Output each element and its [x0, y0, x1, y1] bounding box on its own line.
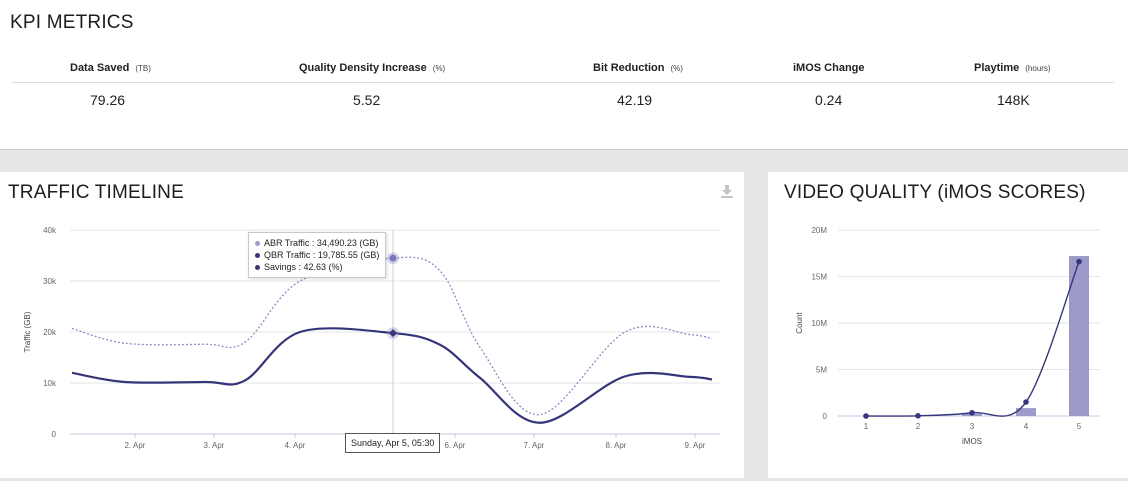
x-tick-label: 2. Apr: [125, 441, 146, 450]
kpi-value-playtime: 148K: [997, 92, 1030, 108]
x-tick-label: 3. Apr: [204, 441, 225, 450]
kpi-value-bit-reduction: 42.19: [617, 92, 653, 108]
imos-point: [1076, 258, 1082, 265]
download-icon[interactable]: [720, 184, 734, 198]
abr-traffic-line: [71, 256, 713, 416]
kpi-metrics-panel: KPI METRICS Data Saved (TB) 79.26 Quality…: [0, 0, 1128, 150]
imos-bar: [1016, 408, 1036, 416]
x-tick-label: 4. Apr: [285, 441, 306, 450]
y-axis-label: Count: [795, 312, 804, 334]
traffic-tooltip: ABR Traffic : 34,490.23 (GB) QBR Traffic…: [248, 232, 387, 278]
imos-point: [863, 413, 869, 419]
x-axis-label: iMOS: [962, 437, 982, 446]
x-tick-label: 9. Apr: [685, 441, 706, 450]
kpi-value-imos-change: 0.24: [815, 92, 843, 108]
tooltip-qbr: QBR Traffic : 19,785.55 (GB): [255, 249, 379, 261]
imos-point: [1023, 399, 1029, 405]
kpi-title: KPI METRICS: [10, 12, 134, 33]
video-quality-title: VIDEO QUALITY (iMOS SCORES): [784, 182, 1086, 203]
traffic-title: TRAFFIC TIMELINE: [8, 182, 184, 203]
kpi-label-data-saved: Data Saved (TB): [70, 62, 151, 74]
y-tick-label: 40k: [43, 226, 57, 235]
y-tick-label: 10k: [43, 379, 57, 388]
kpi-value-data-saved: 79.26: [90, 92, 126, 108]
x-tick-label: 8. Apr: [606, 441, 627, 450]
kpi-label-quality-density: Quality Density Increase (%): [299, 62, 446, 74]
x-tick-label: 4: [1024, 422, 1029, 431]
abr-hover-point: [389, 254, 397, 262]
kpi-value-quality-density: 5.52: [353, 92, 381, 108]
traffic-timeline-panel: TRAFFIC TIMELINE 0 10k 20k 30k 40k Traffic (G…: [0, 172, 744, 478]
imos-point: [969, 409, 975, 416]
kpi-label-playtime: Playtime (hours): [974, 62, 1051, 74]
y-tick-label: 5M: [816, 366, 827, 375]
kpi-divider: [12, 82, 1114, 83]
x-tick-label: 2: [916, 422, 921, 431]
y-tick-label: 10M: [811, 319, 827, 328]
x-tick-label: 6. Apr: [445, 441, 466, 450]
x-tick-label: 5: [1077, 422, 1082, 431]
y-tick-label: 15M: [811, 273, 827, 282]
imos-bar: [1069, 256, 1089, 416]
y-tick-label: 0: [823, 412, 828, 421]
x-axis-tooltip: Sunday, Apr 5, 05:30: [345, 433, 441, 453]
y-axis-label: Traffic (GB): [23, 311, 32, 352]
tooltip-savings: Savings : 42.63 (%): [255, 261, 379, 273]
tooltip-abr: ABR Traffic : 34,490.23 (GB): [255, 237, 379, 249]
qbr-traffic-line: [71, 327, 713, 424]
traffic-chart[interactable]: 0 10k 20k 30k 40k Traffic (GB) 2. Apr 3. Apr 4. …: [0, 172, 744, 478]
imos-point: [915, 413, 921, 419]
x-tick-label: 1: [864, 422, 869, 431]
video-quality-panel: VIDEO QUALITY (iMOS SCORES) 0 5M 10M 15M 20M…: [768, 172, 1128, 478]
kpi-label-imos-change: iMOS Change: [793, 62, 865, 74]
y-tick-label: 30k: [43, 277, 57, 286]
qbr-hover-point: [389, 329, 397, 338]
y-tick-label: 20k: [43, 328, 57, 337]
y-tick-label: 0: [52, 430, 57, 439]
x-tick-label: 3: [970, 422, 975, 431]
y-tick-label: 20M: [811, 226, 827, 235]
imos-chart[interactable]: 0 5M 10M 15M 20M 1 2 3 4 5 Count iMOS: [768, 172, 1128, 478]
imos-trend-line: [865, 261, 1080, 417]
x-tick-label: 7. Apr: [524, 441, 545, 450]
kpi-label-bit-reduction: Bit Reduction (%): [593, 62, 683, 74]
